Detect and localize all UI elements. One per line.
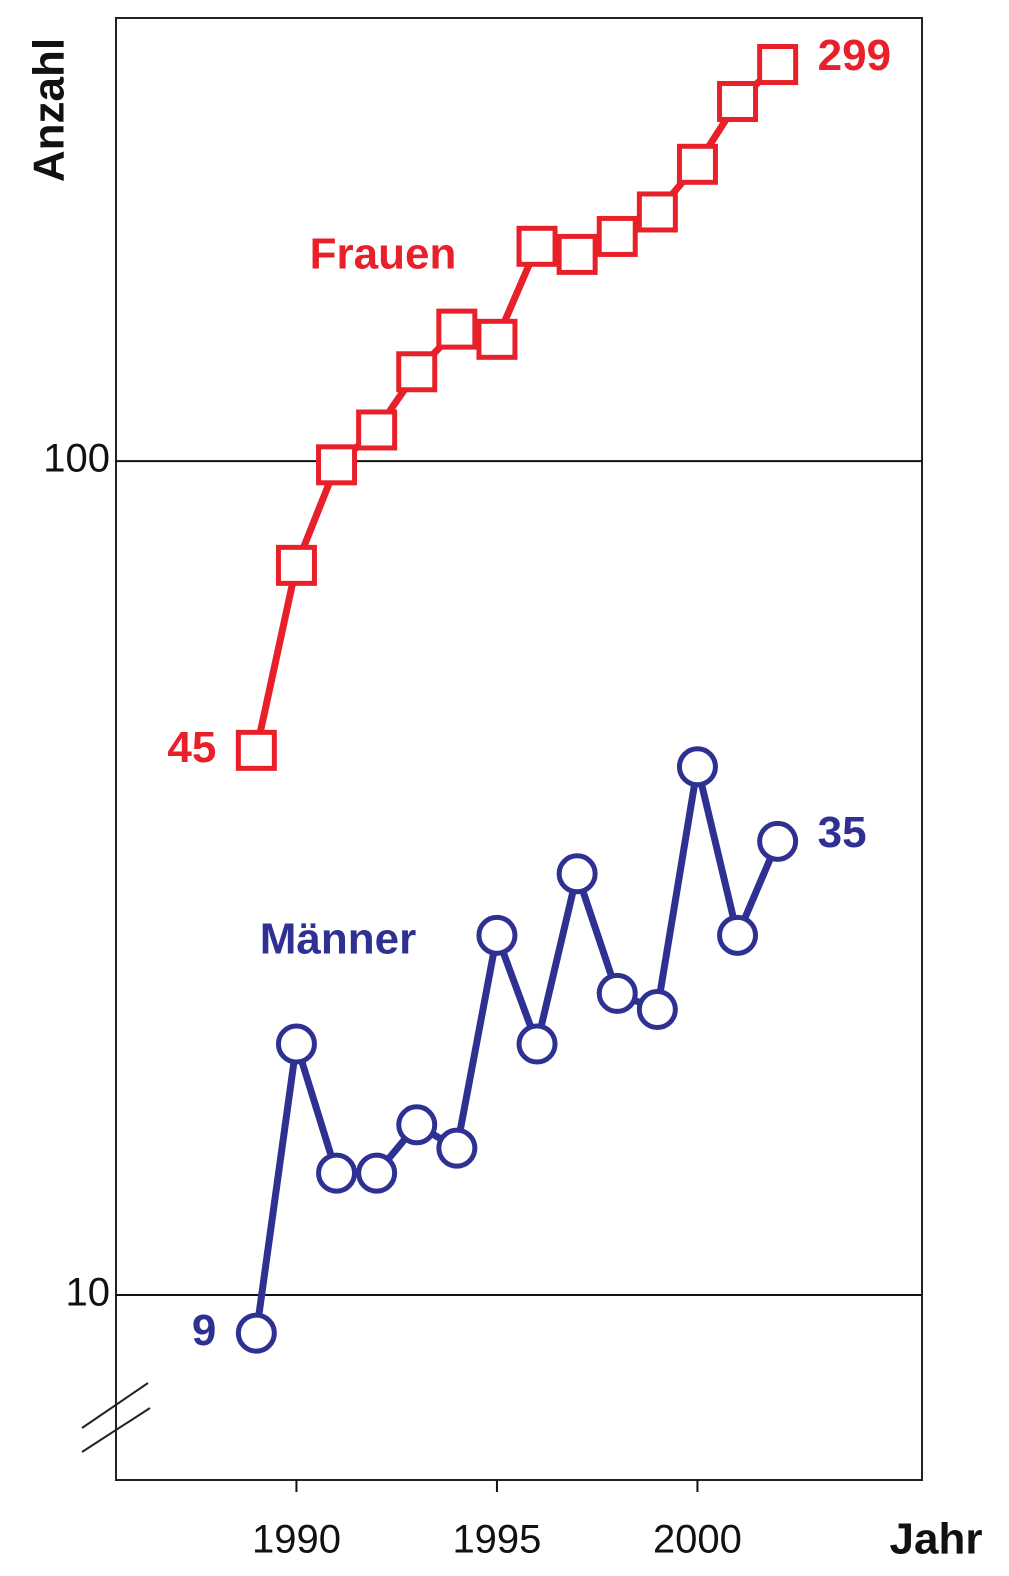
x-tick-label: 1995 — [452, 1518, 541, 1562]
series-line — [252, 763, 781, 1334]
y-axis-label: Anzahl — [25, 38, 74, 182]
marker — [676, 746, 718, 788]
marker — [717, 914, 759, 956]
marker — [636, 191, 678, 233]
axis-break — [81, 1407, 151, 1453]
marker — [596, 972, 638, 1014]
plot-frame — [115, 17, 923, 1481]
marker — [516, 1023, 558, 1065]
marker — [676, 143, 718, 185]
x-tick-label: 2000 — [653, 1518, 742, 1562]
marker — [476, 318, 518, 360]
marker — [596, 215, 638, 257]
marker — [275, 544, 317, 586]
marker — [757, 820, 799, 862]
axis-break — [81, 1382, 149, 1429]
marker — [235, 1312, 277, 1354]
series-label: Männer — [260, 915, 416, 964]
data-label: 299 — [818, 31, 891, 80]
marker — [476, 914, 518, 956]
marker — [396, 351, 438, 393]
series-label: Frauen — [310, 230, 457, 279]
marker — [356, 1152, 398, 1194]
x-axis-label: Jahr — [890, 1515, 983, 1564]
marker — [556, 233, 598, 275]
data-label: 35 — [818, 808, 867, 857]
marker — [516, 225, 558, 267]
marker — [356, 409, 398, 451]
marker — [316, 1152, 358, 1194]
marker — [316, 444, 358, 486]
x-tick-label: 1990 — [252, 1518, 341, 1562]
marker — [396, 1104, 438, 1146]
marker — [436, 1127, 478, 1169]
data-label: 45 — [167, 723, 216, 772]
marker — [436, 308, 478, 350]
marker — [636, 988, 678, 1030]
marker — [717, 80, 759, 122]
marker — [275, 1023, 317, 1065]
data-label: 9 — [192, 1306, 216, 1355]
marker — [757, 44, 799, 86]
y-tick-label: 10 — [66, 1271, 111, 1315]
y-tick-label: 100 — [43, 437, 110, 481]
marker — [556, 853, 598, 895]
marker — [235, 729, 277, 771]
